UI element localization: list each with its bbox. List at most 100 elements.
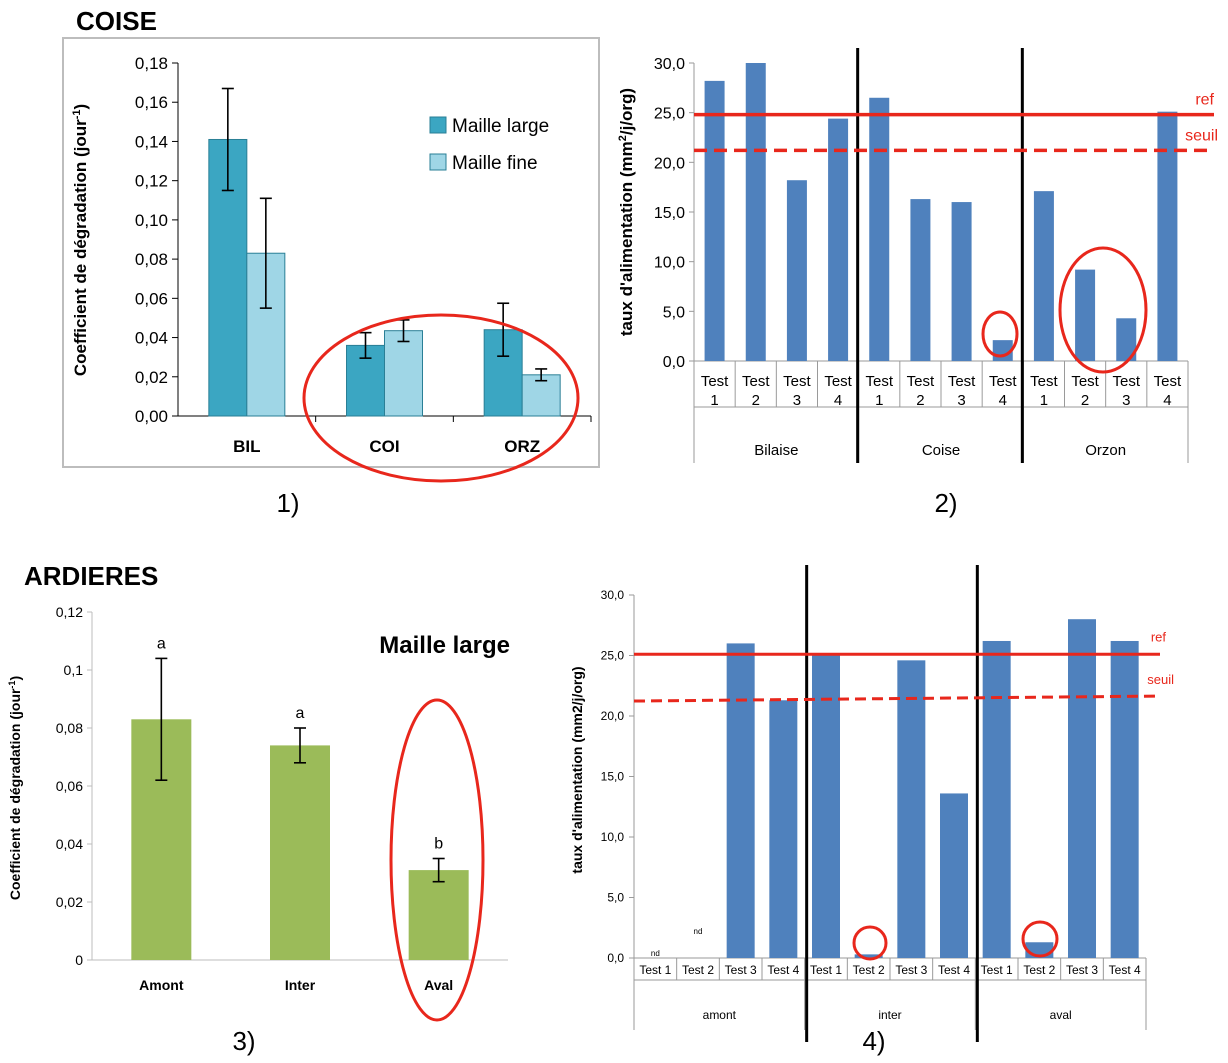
significance-letter: b bbox=[434, 836, 443, 853]
x-tick-label: ORZ bbox=[504, 437, 540, 456]
x-tick-label-num: 4 bbox=[1163, 392, 1171, 409]
not-determined-label: nd bbox=[651, 949, 660, 958]
x-tick-label-test: Test bbox=[783, 373, 811, 390]
group-label: Bilaise bbox=[754, 442, 798, 459]
y-tick-label: 15,0 bbox=[654, 205, 685, 222]
x-tick-label: Inter bbox=[285, 977, 316, 993]
bar bbox=[812, 655, 840, 958]
bar bbox=[270, 745, 330, 960]
chart-4-feeding-rate-ardieres: 0,0 5,0 10,0 15,0 20,0 25,0 30,0 taux d'aliment… bbox=[569, 565, 1174, 1042]
bar bbox=[786, 180, 807, 361]
y-tick-label: 5,0 bbox=[607, 891, 624, 905]
bar bbox=[1033, 191, 1054, 361]
x-tick-label: Test 2 bbox=[853, 963, 885, 977]
y-axis-title: taux d'alimentation (mm2/j/org) bbox=[569, 666, 585, 873]
bar bbox=[769, 700, 798, 958]
x-tick-label-num: 2 bbox=[916, 392, 924, 409]
highlight-ellipse bbox=[1058, 246, 1148, 374]
panel-label-3: 3) bbox=[232, 1026, 255, 1056]
y-tick-label: 0,02 bbox=[135, 368, 168, 387]
x-tick-label-test: Test bbox=[1154, 373, 1182, 390]
bar bbox=[704, 80, 725, 361]
x-tick-label: Aval bbox=[424, 977, 453, 993]
highlight-ellipse bbox=[389, 698, 485, 1022]
legend-swatch bbox=[429, 116, 447, 134]
x-tick-label: Amont bbox=[139, 977, 184, 993]
x-tick-label: Test 1 bbox=[981, 963, 1013, 977]
x-tick-label-num: 1 bbox=[875, 392, 883, 409]
section-title-coise: COISE bbox=[76, 6, 157, 36]
bar bbox=[1110, 640, 1139, 958]
y-tick-label: 0,18 bbox=[135, 54, 168, 73]
y-tick-label: 25,0 bbox=[654, 106, 685, 123]
x-tick-label-num: 4 bbox=[999, 392, 1007, 409]
legend-label: Maille fine bbox=[452, 153, 538, 174]
x-tick-label-num: 3 bbox=[957, 392, 965, 409]
y-tick-label: 0,10 bbox=[135, 211, 168, 230]
y-tick-label: 0,04 bbox=[56, 836, 83, 852]
y-tick-label: 30,0 bbox=[654, 56, 685, 73]
y-tick-label: 0,12 bbox=[56, 604, 83, 620]
seuil-line bbox=[633, 694, 1161, 703]
highlight-circle bbox=[1021, 920, 1059, 958]
group-label: aval bbox=[1050, 1008, 1072, 1022]
significance-letter: a bbox=[296, 705, 305, 722]
y-tick-label: 5,0 bbox=[663, 304, 685, 321]
y-axis-title: Coefficient de dégradation (jour-1) bbox=[71, 104, 90, 376]
x-tick-label-test: Test bbox=[742, 373, 770, 390]
section-title-ardieres: ARDIERES bbox=[24, 561, 158, 591]
x-tick-label-num: 1 bbox=[710, 392, 718, 409]
bar bbox=[828, 118, 849, 361]
y-tick-label: 10,0 bbox=[654, 255, 685, 272]
y-tick-label: 0 bbox=[75, 952, 83, 968]
bar bbox=[982, 640, 1011, 958]
x-tick-label: Test 2 bbox=[682, 963, 714, 977]
x-tick-label: Test 1 bbox=[810, 963, 842, 977]
y-tick-label: 30,0 bbox=[601, 588, 625, 602]
bar-maille-fine bbox=[246, 252, 286, 417]
y-tick-label: 25,0 bbox=[601, 649, 625, 663]
x-tick-label-test: Test bbox=[701, 373, 729, 390]
x-tick-label-test: Test bbox=[907, 373, 935, 390]
y-tick-label: 0,08 bbox=[56, 720, 83, 736]
bar bbox=[1075, 269, 1096, 361]
panel-label-2: 2) bbox=[934, 488, 957, 518]
chart-title: Maille large bbox=[379, 632, 510, 659]
panel-label-4: 4) bbox=[862, 1026, 885, 1056]
y-tick-label: 0,00 bbox=[135, 407, 168, 426]
bar bbox=[910, 199, 931, 361]
group-label: amont bbox=[703, 1008, 737, 1022]
y-tick-label: 0,02 bbox=[56, 894, 83, 910]
bar bbox=[408, 870, 469, 960]
x-tick-label: Test 3 bbox=[725, 963, 757, 977]
y-tick-label: 20,0 bbox=[654, 155, 685, 172]
bar bbox=[854, 954, 883, 958]
bar bbox=[1068, 619, 1096, 958]
legend-label: Maille large bbox=[452, 116, 549, 137]
x-tick-label-num: 3 bbox=[793, 392, 801, 409]
highlight-circle bbox=[852, 925, 888, 961]
ref-label: ref bbox=[1151, 629, 1167, 644]
y-axis-title: taux d'alimentation (mm2/j/org) bbox=[617, 88, 636, 336]
group-label: Coise bbox=[922, 442, 960, 459]
x-tick-label-num: 3 bbox=[1122, 392, 1130, 409]
x-tick-label: Test 1 bbox=[639, 963, 671, 977]
x-tick-label: Test 4 bbox=[767, 963, 799, 977]
highlight-circle bbox=[981, 310, 1019, 358]
chart-3-degradation-ardieres: 0 0,02 0,04 0,06 0,08 0,1 0,12 Coefficient de d… bbox=[7, 604, 510, 1022]
x-tick-label-test: Test bbox=[865, 373, 893, 390]
bar bbox=[951, 202, 972, 361]
y-tick-label: 0,04 bbox=[135, 329, 168, 348]
y-tick-label: 0,1 bbox=[64, 662, 84, 678]
bar bbox=[897, 660, 926, 958]
highlight-ellipse bbox=[302, 313, 580, 483]
x-tick-label-test: Test bbox=[948, 373, 976, 390]
y-axis-title: Coefficient de dégradation (jour-1) bbox=[7, 676, 23, 900]
bar-maille-fine bbox=[384, 330, 423, 417]
x-tick-label-test: Test bbox=[824, 373, 852, 390]
panel-label-1: 1) bbox=[276, 488, 299, 518]
bar-maille-large bbox=[208, 138, 248, 417]
x-tick-label-num: 4 bbox=[834, 392, 842, 409]
bar bbox=[726, 643, 755, 958]
